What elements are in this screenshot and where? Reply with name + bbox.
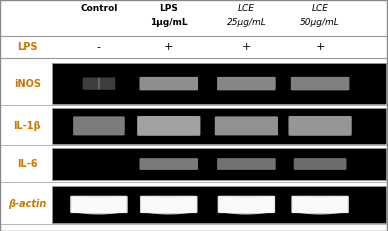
FancyBboxPatch shape xyxy=(140,77,198,90)
Text: 50μg/mL: 50μg/mL xyxy=(300,18,340,27)
FancyBboxPatch shape xyxy=(140,158,198,170)
FancyBboxPatch shape xyxy=(70,196,128,213)
Text: LCE: LCE xyxy=(238,4,255,13)
Polygon shape xyxy=(72,197,126,215)
Text: IL-6: IL-6 xyxy=(17,159,37,169)
Text: +: + xyxy=(164,42,173,52)
Bar xyxy=(52,63,386,104)
Text: LCE: LCE xyxy=(312,4,329,13)
FancyBboxPatch shape xyxy=(294,158,346,170)
FancyBboxPatch shape xyxy=(217,77,276,90)
Text: β-actin: β-actin xyxy=(8,199,46,210)
Text: -: - xyxy=(97,42,101,52)
FancyBboxPatch shape xyxy=(140,196,197,213)
Text: IL-1β: IL-1β xyxy=(13,121,41,131)
Text: LPS: LPS xyxy=(17,42,37,52)
FancyBboxPatch shape xyxy=(215,116,278,135)
Polygon shape xyxy=(293,197,347,215)
Text: 25μg/mL: 25μg/mL xyxy=(227,18,266,27)
Bar xyxy=(52,108,386,144)
Text: +: + xyxy=(242,42,251,52)
FancyBboxPatch shape xyxy=(83,77,100,90)
FancyBboxPatch shape xyxy=(217,158,276,170)
Polygon shape xyxy=(219,197,274,215)
Text: Control: Control xyxy=(80,4,118,13)
Text: 1μg/mL: 1μg/mL xyxy=(150,18,187,27)
FancyBboxPatch shape xyxy=(288,116,352,136)
FancyBboxPatch shape xyxy=(98,77,115,90)
Bar xyxy=(52,186,386,223)
FancyBboxPatch shape xyxy=(218,196,275,213)
Text: LPS: LPS xyxy=(159,4,178,13)
Text: +: + xyxy=(315,42,325,52)
FancyBboxPatch shape xyxy=(137,116,200,136)
Polygon shape xyxy=(142,197,196,215)
FancyBboxPatch shape xyxy=(291,196,349,213)
Bar xyxy=(52,148,386,180)
FancyBboxPatch shape xyxy=(291,77,349,90)
FancyBboxPatch shape xyxy=(73,116,125,135)
Text: iNOS: iNOS xyxy=(14,79,41,89)
